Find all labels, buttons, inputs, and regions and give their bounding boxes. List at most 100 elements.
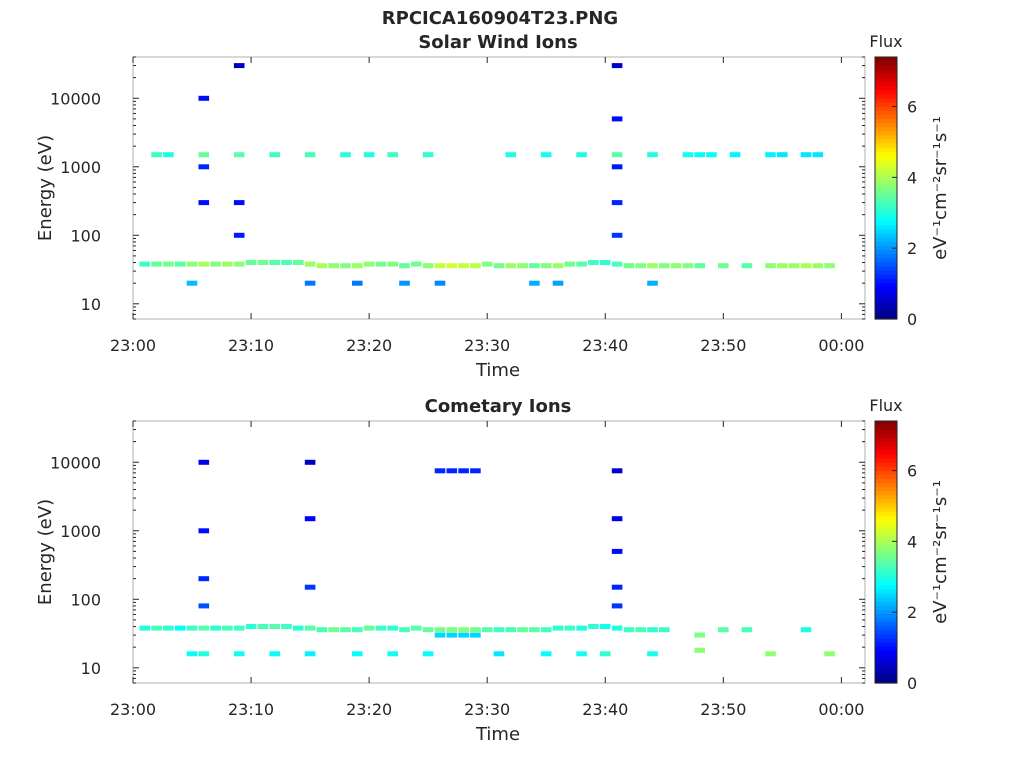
colorbar-segment — [875, 568, 897, 574]
heatmap-cell — [186, 625, 198, 631]
heatmap-cell — [222, 261, 233, 267]
colorbar-label: eV⁻¹cm⁻²sr⁻¹s⁻¹ — [930, 480, 951, 624]
colorbar-segment — [875, 69, 897, 74]
heatmap-cell — [741, 627, 753, 633]
colorbar-segment — [875, 314, 897, 320]
heatmap-cell — [151, 261, 162, 267]
heatmap-cell — [210, 261, 221, 267]
heatmap-cell — [659, 627, 670, 633]
y-tick-label: 100 — [70, 226, 101, 245]
heatmap-cell — [765, 651, 776, 657]
colorbar: 0 2 4 6 — [874, 420, 917, 693]
y-axis-label: Energy (eV) — [35, 135, 56, 241]
y-tick-label: 1000 — [60, 158, 101, 177]
heatmap-cell — [446, 627, 458, 633]
heatmap-cell — [623, 263, 635, 269]
heatmap-cell — [399, 263, 410, 269]
colorbar-segment — [875, 290, 897, 296]
heatmap-cell — [174, 261, 186, 267]
colorbar-segment — [875, 122, 897, 128]
heatmap-cell — [788, 263, 800, 269]
heatmap-cell — [540, 651, 552, 657]
y-ticks: 10 100 1000 10000 — [50, 420, 865, 684]
heatmap-cell — [647, 280, 658, 286]
colorbar-segment — [875, 208, 897, 214]
heatmap-cell — [576, 625, 587, 631]
heatmap-cell — [304, 584, 316, 590]
colorbar-segment — [875, 73, 897, 79]
x-tick-label: 23:30 — [464, 700, 510, 719]
colorbar-segment — [875, 228, 897, 234]
colorbar-segment — [875, 85, 897, 91]
heatmap-cell — [387, 261, 398, 267]
x-tick-label: 23:40 — [582, 336, 628, 355]
colorbar-segment — [875, 212, 897, 218]
heatmap-cell — [682, 263, 694, 269]
colorbar-segment — [875, 572, 897, 578]
colorbar-header: Flux — [869, 396, 902, 415]
plot-frame — [132, 56, 866, 320]
heatmap-cell — [257, 260, 269, 265]
heatmap-cell — [245, 260, 257, 265]
heatmap-cell — [611, 200, 623, 206]
x-ticks: 23:00 23:10 23:20 23:30 23:40 23:50 00:00 — [110, 57, 864, 355]
heatmap-cell — [422, 263, 434, 269]
heatmap-cell — [765, 152, 776, 158]
heatmap-cell — [198, 95, 210, 101]
colorbar-segment — [875, 61, 897, 66]
heatmap-cell — [552, 280, 564, 286]
y-tick-label: 10000 — [50, 453, 101, 472]
colorbar-segment — [875, 118, 897, 124]
heatmap-cell — [174, 625, 186, 631]
heatmap-cell — [647, 152, 658, 158]
x-axis-label: Time — [475, 724, 520, 745]
heatmap-cell — [458, 263, 469, 269]
colorbar-segment — [875, 421, 897, 426]
colorbar-segment — [875, 138, 897, 144]
colorbar-segment — [875, 613, 897, 619]
colorbar-segment — [875, 179, 897, 185]
heatmap-cell — [765, 263, 776, 269]
x-tick-label: 00:00 — [818, 700, 864, 719]
colorbar-segment — [875, 646, 897, 651]
heatmap-cell — [328, 263, 339, 269]
colorbar-segment — [875, 249, 897, 255]
heatmap-cell — [304, 152, 316, 158]
colorbar-segment — [875, 482, 897, 488]
colorbar-segment — [875, 77, 897, 83]
heatmap-cell — [529, 280, 540, 286]
y-tick-label: 1000 — [60, 522, 101, 541]
heatmap-cell — [458, 627, 469, 633]
heatmap-cell — [352, 280, 363, 286]
colorbar-segment — [875, 633, 897, 639]
heatmap-cell — [694, 263, 705, 269]
colorbar-segment — [875, 282, 897, 287]
colorbar-segment — [875, 543, 897, 549]
x-ticks: 23:00 23:10 23:20 23:30 23:40 23:50 00:00 — [110, 421, 864, 719]
heatmap-cell — [599, 260, 611, 265]
colorbar-segment — [875, 470, 897, 475]
heatmap-cell — [281, 624, 292, 629]
colorbar-segment — [875, 597, 897, 602]
colorbar-label: eV⁻¹cm⁻²sr⁻¹s⁻¹ — [930, 116, 951, 260]
colorbar-segment — [875, 155, 897, 160]
heatmap-cell — [151, 625, 162, 631]
heatmap-cell — [706, 152, 717, 158]
colorbar-segment — [875, 302, 897, 308]
colorbar-segment — [875, 547, 897, 553]
colorbar-segment — [875, 134, 897, 140]
heatmap-cell — [293, 625, 304, 631]
heatmap-cell — [198, 261, 210, 267]
y-tick-label: 10000 — [50, 89, 101, 108]
colorbar-segment — [875, 310, 897, 316]
heatmap-cell — [210, 625, 221, 631]
heatmap-cell — [198, 200, 210, 206]
colorbar-segment — [875, 257, 897, 263]
colorbar-segment — [875, 601, 897, 606]
colorbar-segment — [875, 519, 897, 524]
heatmap-cell — [281, 260, 292, 265]
colorbar-segment — [875, 81, 897, 87]
heatmap-cell — [517, 263, 528, 269]
heatmap-cell — [599, 651, 611, 657]
heatmap-cell — [387, 152, 398, 158]
